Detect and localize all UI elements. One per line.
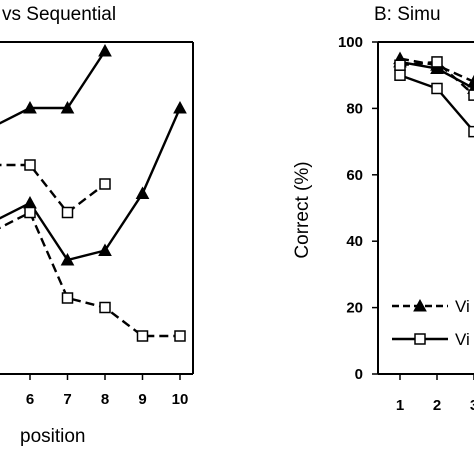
right-y-ticks: 0 20 40 60 80 100: [338, 34, 378, 383]
right-legend: Vi Vi: [392, 297, 470, 349]
left-series-1-point: [60, 100, 75, 114]
left-series-4-line: [0, 210, 180, 338]
left-series-2-point: [24, 159, 36, 171]
right-y-tick-label: 60: [346, 167, 363, 184]
right-y-axis-label: Correct (%): [292, 161, 313, 258]
left-series-2-point: [99, 178, 111, 190]
left-series-3-point: [23, 195, 37, 209]
right-x-tick-label: 2: [433, 397, 441, 414]
left-series-3-point: [173, 100, 187, 114]
right-y-tick-label: 40: [346, 233, 363, 250]
left-series-1-line: [0, 50, 107, 125]
legend-marker: [413, 298, 427, 312]
right-panel-title: B: Simu: [374, 4, 441, 25]
left-panel: vs Sequential 6 7 8 9 10 position: [0, 4, 194, 447]
right-series-1-line: [399, 57, 474, 83]
right-series-1-point: [467, 74, 474, 88]
right-series-3-line: [399, 60, 474, 97]
right-y-tick-label: 100: [338, 34, 363, 51]
left-x-ticks: 6 7 8 9 10: [26, 374, 189, 408]
right-series-group: [393, 51, 474, 138]
right-series-3-point: [394, 59, 406, 71]
left-series-4-point: [24, 206, 36, 219]
right-series-4-point: [468, 125, 474, 138]
left-x-tick-label: 10: [172, 391, 189, 408]
legend-entry: Vi: [392, 330, 470, 349]
left-series-4-point: [174, 330, 186, 342]
left-series-3: [0, 100, 187, 266]
left-x-tick-label: 9: [138, 391, 146, 408]
left-x-tick-label: 7: [63, 391, 71, 408]
right-series-2-point: [430, 61, 444, 75]
left-series-3-point: [98, 243, 112, 256]
left-series-3-point: [60, 252, 75, 266]
right-series-4-point: [431, 82, 443, 95]
right-y-tick-label: 0: [355, 366, 363, 383]
left-series-4-point: [61, 292, 74, 304]
left-x-tick-label: 8: [101, 391, 109, 408]
left-x-axis-label: position: [20, 426, 86, 447]
left-series-group: [0, 43, 187, 342]
right-x-ticks: 1 2 3: [396, 374, 474, 414]
left-series-4-point: [99, 301, 111, 314]
left-series-2-point: [61, 206, 74, 219]
left-series-3-line: [0, 107, 182, 262]
left-series-2: [0, 159, 111, 219]
left-series-1-point: [98, 43, 112, 57]
legend-entry: Vi: [392, 297, 470, 316]
right-series-3-point: [431, 56, 443, 68]
left-series-4: [0, 206, 186, 342]
right-series-4-point: [394, 69, 406, 81]
right-x-tick-label: 1: [396, 397, 404, 414]
left-series-2-line: [0, 163, 106, 215]
right-series-3-point: [468, 89, 474, 101]
left-series-1-point: [23, 100, 37, 114]
legend-marker: [414, 333, 426, 345]
right-series-4: [394, 69, 474, 138]
right-y-tick-label: 20: [346, 300, 363, 317]
legend-label: Vi: [455, 330, 470, 349]
left-series-4-point: [136, 330, 149, 342]
left-series-3-point: [135, 186, 150, 199]
left-x-tick-label: 6: [26, 391, 34, 408]
legend-label: Vi: [455, 297, 470, 316]
right-x-tick-label: 3: [470, 397, 474, 414]
right-y-tick-label: 80: [346, 100, 363, 117]
left-series-1: [0, 43, 112, 125]
left-panel-title: vs Sequential: [2, 4, 116, 25]
